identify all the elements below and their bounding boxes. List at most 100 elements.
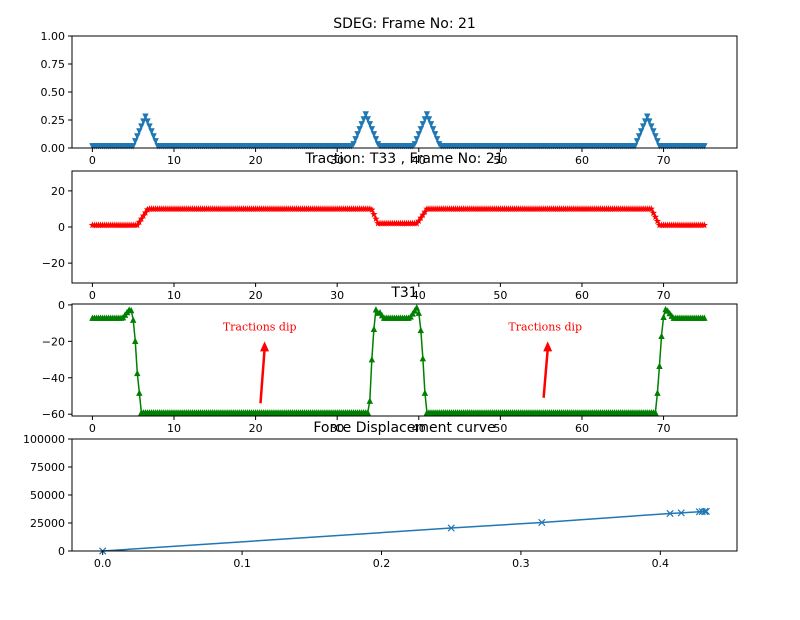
- data-point: [423, 111, 431, 118]
- panel-force-displacement: 0 25000 50000 75000 100000 0.0 0.1 0.2 0.3 0.4 F…: [23, 420, 738, 570]
- y-tick-label: 50000: [30, 489, 65, 502]
- data-point: [364, 116, 371, 123]
- data-point: [368, 206, 376, 213]
- x-tick-label: 70: [657, 154, 671, 167]
- x-tick-label: 60: [575, 422, 589, 435]
- data-point: [647, 205, 655, 213]
- data-point: [358, 121, 365, 128]
- x-tick-label: 0.3: [512, 557, 530, 570]
- data-point: [701, 507, 709, 516]
- data-point: [134, 133, 141, 140]
- y-tick-label: 0: [58, 221, 65, 234]
- data-point: [695, 508, 703, 516]
- data-point: [370, 210, 378, 218]
- data-point: [421, 116, 429, 123]
- data-point: [425, 116, 433, 123]
- x-tick-label: 40: [412, 422, 426, 435]
- data-point: [368, 356, 376, 363]
- t33-x-axis: 0 10 20 30 40 50 60 70: [89, 283, 671, 302]
- sdeg-y-axis: 0.00 0.25 0.50 0.75 1.00: [41, 30, 72, 155]
- data-point: [413, 219, 421, 227]
- data-point: [364, 409, 371, 416]
- t33-marks: [88, 205, 708, 229]
- x-tick-label: 70: [657, 289, 671, 302]
- x-tick-label: 50: [493, 154, 507, 167]
- data-point: [129, 316, 137, 323]
- data-point: [656, 362, 663, 369]
- x-tick-label: 0: [89, 289, 96, 302]
- data-point: [660, 313, 667, 321]
- y-tick-label: −40: [42, 372, 65, 385]
- data-point: [362, 111, 369, 118]
- annotation-arrow-shaft: [542, 349, 549, 398]
- force-displacement-x-axis: 0.0 0.1 0.2 0.3 0.4: [94, 551, 669, 570]
- data-point: [366, 121, 374, 128]
- sdeg-title: SDEG: Frame No: 21: [333, 16, 476, 32]
- x-tick-label: 0.4: [652, 557, 670, 570]
- x-tick-label: 20: [249, 154, 263, 167]
- data-point: [148, 128, 155, 135]
- data-point: [447, 524, 455, 532]
- data-point: [152, 138, 159, 145]
- x-tick-label: 0: [89, 422, 96, 435]
- data-point: [370, 325, 378, 332]
- data-point: [136, 389, 143, 396]
- t31-annotations: Tractions dip Tractions dip: [223, 320, 582, 404]
- t31-axes-frame: [71, 303, 738, 417]
- data-point: [666, 509, 674, 518]
- x-tick-label: 0.1: [233, 557, 251, 570]
- data-point: [635, 133, 643, 140]
- y-tick-label: 1.00: [41, 30, 66, 43]
- data-point: [637, 128, 645, 135]
- data-point: [648, 123, 655, 130]
- x-tick-label: 0: [89, 154, 96, 167]
- x-tick-label: 30: [330, 422, 344, 435]
- y-tick-label: −20: [42, 257, 65, 270]
- x-tick-label: 40: [412, 154, 426, 167]
- panel-t31: −60 −40 −20 0 0 10 20 30 40 50 60 70 Tractions dip…: [42, 285, 738, 435]
- y-tick-label: 25000: [30, 517, 65, 530]
- x-tick-label: 60: [575, 154, 589, 167]
- x-tick-label: 10: [167, 154, 181, 167]
- data-point: [654, 138, 661, 145]
- data-point: [413, 304, 420, 311]
- data-point: [138, 123, 145, 130]
- data-point: [415, 309, 422, 316]
- y-tick-label: 75000: [30, 461, 65, 474]
- data-point: [427, 121, 435, 128]
- x-tick-label: 40: [412, 289, 426, 302]
- data-point: [417, 326, 425, 334]
- data-point: [652, 409, 659, 416]
- y-tick-label: 0.75: [41, 58, 66, 71]
- y-tick-label: 0.50: [41, 86, 66, 99]
- data-point: [366, 205, 374, 213]
- x-tick-label: 50: [493, 422, 507, 435]
- data-point: [142, 113, 149, 120]
- data-point: [644, 113, 651, 120]
- data-point: [701, 143, 708, 150]
- data-point: [132, 138, 139, 145]
- data-point: [631, 143, 639, 150]
- data-point: [350, 141, 357, 148]
- y-tick-label: −20: [42, 335, 65, 348]
- data-point: [651, 213, 660, 221]
- y-tick-label: 20: [51, 185, 65, 198]
- data-point: [701, 314, 708, 321]
- data-point: [419, 121, 427, 128]
- data-point: [639, 123, 647, 130]
- data-point: [429, 126, 437, 133]
- data-point: [652, 133, 659, 140]
- data-point: [144, 118, 151, 125]
- x-tick-label: 30: [330, 154, 344, 167]
- x-tick-label: 0.2: [373, 557, 391, 570]
- data-point: [356, 126, 363, 133]
- data-point: [372, 215, 380, 222]
- data-point: [658, 332, 665, 340]
- data-point: [417, 126, 425, 133]
- data-point: [419, 354, 427, 362]
- data-point: [370, 131, 378, 138]
- data-point: [127, 306, 135, 314]
- data-point: [372, 136, 380, 143]
- y-tick-label: 0: [58, 299, 65, 312]
